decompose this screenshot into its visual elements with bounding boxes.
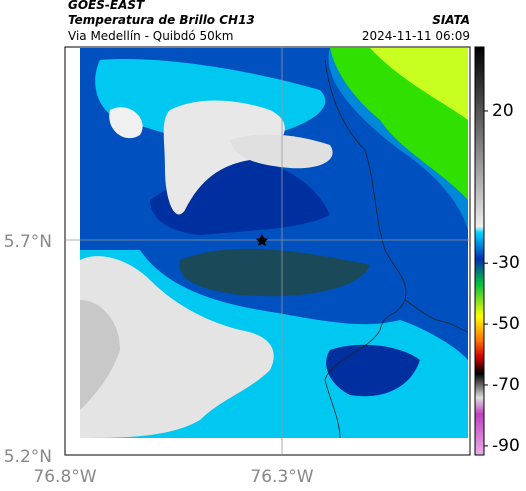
satellite-image (80, 48, 468, 438)
colorbar-tick-label: 20 (492, 101, 514, 121)
location-marker (256, 234, 268, 246)
lon-label: 76.3°W (250, 467, 313, 487)
product-title: Temperatura de Brillo CH13 (68, 13, 255, 27)
source-title: GOES-EAST (68, 0, 145, 12)
agency-label: SIATA (432, 13, 470, 27)
colorbar-tick-label: -50 (492, 314, 520, 334)
colorbar-tick-label: -30 (492, 253, 520, 273)
route-subtitle: Via Medellín - Quibdó 50km (68, 29, 233, 43)
colorbar-tick-label: -90 (492, 436, 520, 456)
colorbar-tick-label: -70 (492, 375, 520, 395)
lat-label: 5.7°N (4, 232, 52, 252)
map-frame (64, 46, 471, 456)
timestamp: 2024-11-11 06:09 (362, 29, 470, 43)
lon-label: 76.8°W (33, 467, 96, 487)
colorbar (474, 46, 485, 456)
lat-label: 5.2°N (4, 447, 52, 467)
